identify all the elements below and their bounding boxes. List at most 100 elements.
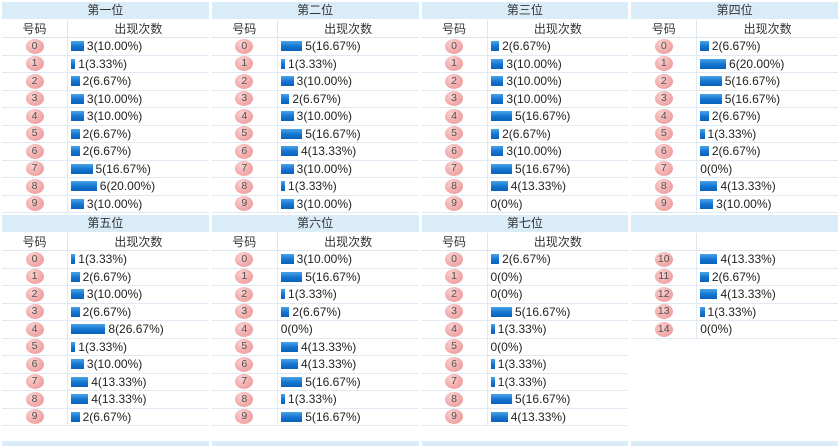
count-cell: 6(20.00%) (697, 57, 838, 71)
count-label: 2(6.67%) (502, 252, 551, 267)
count-label: 1(3.33%) (497, 357, 547, 372)
count-label: 5(16.67%) (305, 39, 361, 54)
count-cell: 2(6.67%) (488, 252, 629, 266)
number-badge: 3 (25, 91, 44, 107)
table-row: 0 3(10.00%) (2, 38, 209, 56)
number-badge: 9 (235, 196, 254, 212)
count-label: 0(0%) (490, 339, 523, 354)
number-badge: 6 (445, 356, 463, 372)
number-column-header: 号码 (212, 20, 278, 37)
count-cell: 5(16.67%) (278, 39, 419, 53)
number-column-header: 号码 (212, 233, 278, 250)
count-label: 2(6.67%) (711, 269, 761, 284)
number-cell: 1 (631, 55, 698, 72)
count-cell: 6(20.00%) (68, 179, 209, 193)
number-cell: 11 (631, 268, 698, 285)
number-cell: 4 (212, 108, 278, 125)
count-cell: 3(10.00%) (68, 39, 209, 53)
number-badge: 7 (445, 161, 463, 177)
number-cell: 4 (422, 321, 488, 338)
table-row: 6 4(13.33%) (211, 356, 419, 374)
count-label: 0(0%) (280, 322, 313, 337)
number-column-header: 号码 (631, 20, 698, 37)
number-column-header: 号码 (422, 233, 488, 250)
table-row: 5 5(16.67%) (211, 125, 419, 143)
frequency-bar (490, 128, 500, 139)
number-badge: 4 (445, 108, 463, 124)
count-column-header: 出现次数 (114, 22, 163, 36)
number-badge: 8 (445, 178, 463, 194)
number-cell: 14 (631, 321, 698, 338)
number-cell: 7 (422, 160, 488, 177)
table-row: 5 4(13.33%) (211, 338, 419, 356)
count-label: 4(13.33%) (300, 144, 357, 159)
table-row: 0 1(3.33%) (2, 251, 209, 269)
number-badge: 5 (235, 339, 254, 355)
number-badge: 7 (235, 161, 254, 177)
number-badge: 7 (25, 374, 44, 390)
table-row: 9 5(16.67%) (211, 408, 419, 426)
number-badge: 2 (445, 286, 463, 302)
number-cell: 9 (212, 195, 278, 212)
number-badge: 11 (654, 269, 673, 285)
table-row: 1 1(3.33%) (2, 55, 209, 73)
number-cell: 8 (631, 178, 698, 195)
frequency-bar (280, 93, 290, 104)
number-cell: 13 (631, 303, 698, 320)
number-badge: 14 (654, 321, 673, 337)
count-cell: 3(10.00%) (278, 109, 419, 123)
table-row: 9 0(0%) (421, 195, 629, 213)
number-cell: 7 (631, 160, 698, 177)
frequency-bar (700, 181, 718, 192)
frequency-bar (280, 181, 286, 192)
count-label: 3(10.00%) (86, 196, 143, 211)
table-row: 1 0(0%) (421, 268, 629, 286)
frequency-bar (280, 289, 286, 300)
count-cell: 2(6.67%) (488, 39, 629, 53)
count-cell: 2(6.67%) (488, 127, 629, 141)
frequency-bar (280, 146, 298, 157)
number-cell: 2 (422, 286, 488, 303)
table-row: 6 2(6.67%) (2, 143, 209, 161)
count-cell: 4(13.33%) (68, 392, 209, 406)
frequency-bar (700, 76, 722, 87)
number-cell: 7 (2, 373, 68, 390)
number-cell: 5 (631, 125, 698, 142)
count-label: 4(13.33%) (720, 287, 776, 302)
number-badge: 9 (235, 409, 254, 425)
count-cell: 5(16.67%) (278, 270, 419, 284)
number-column-header: 号码 (422, 20, 488, 37)
table-row: 3 5(16.67%) (631, 90, 838, 108)
number-cell: 2 (2, 73, 68, 90)
count-column-header: 出现次数 (533, 22, 582, 36)
number-cell: 5 (212, 338, 278, 355)
number-badge: 7 (25, 161, 44, 177)
table-header: 号码 出现次数 (211, 233, 419, 251)
number-badge: 4 (654, 108, 673, 124)
table-row: 1 5(16.67%) (211, 268, 419, 286)
table-row: 10 4(13.33%) (631, 251, 838, 269)
frequency-bar (71, 394, 89, 405)
table-row: 1 6(20.00%) (631, 55, 838, 73)
frequency-bar (490, 394, 512, 405)
count-cell: 3(10.00%) (68, 109, 209, 123)
count-cell: 1(3.33%) (68, 252, 209, 266)
number-badge: 1 (445, 56, 463, 72)
count-cell: 5(16.67%) (278, 410, 419, 424)
number-badge: 2 (654, 73, 673, 89)
frequency-bar (700, 271, 709, 282)
number-cell: 8 (2, 391, 68, 408)
count-cell: 2(6.67%) (68, 410, 209, 424)
table-row: 8 4(13.33%) (631, 178, 838, 196)
count-label: 5(16.67%) (305, 409, 361, 424)
number-cell: 4 (2, 108, 68, 125)
number-badge: 6 (445, 143, 463, 159)
frequency-bar (71, 376, 89, 387)
count-cell: 5(16.67%) (278, 375, 419, 389)
table-title: 第六位 (211, 215, 419, 232)
table-row: 8 5(16.67%) (421, 391, 629, 409)
count-cell: 2(6.67%) (68, 305, 209, 319)
table-row: 12 4(13.33%) (631, 286, 838, 304)
number-cell: 4 (631, 108, 698, 125)
number-badge: 1 (654, 56, 673, 72)
